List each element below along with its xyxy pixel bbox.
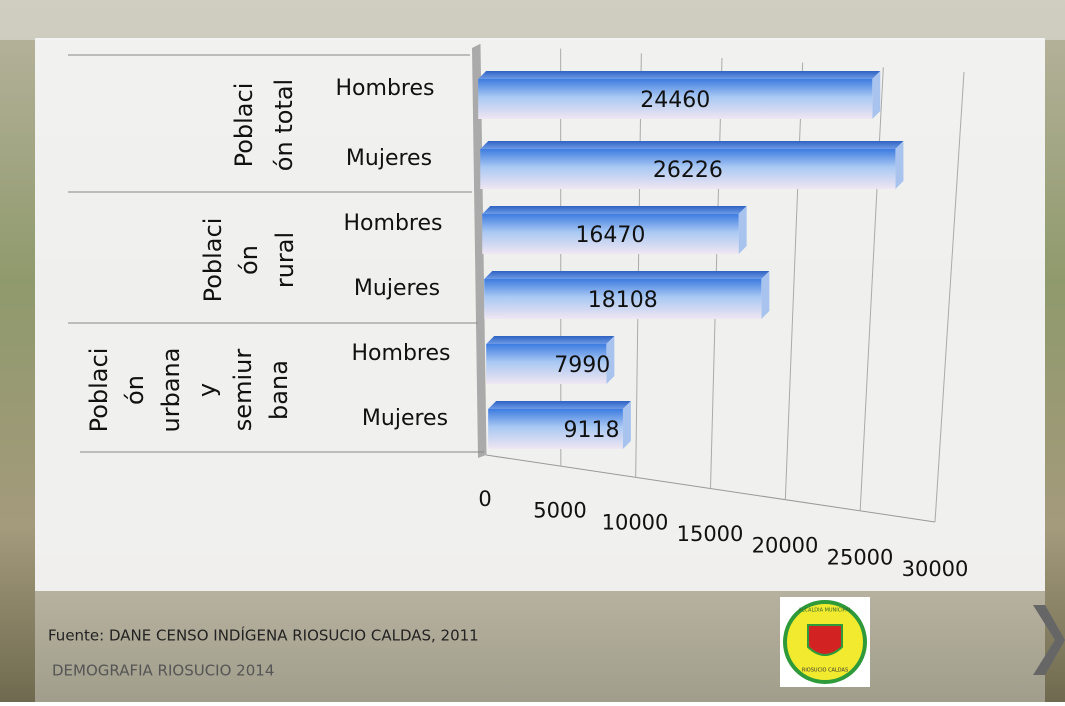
value-label: 9118 (564, 418, 620, 443)
group-label: y (193, 383, 221, 397)
bar-side (872, 71, 880, 119)
group-label: rural (271, 232, 299, 288)
value-label: 26226 (653, 158, 723, 183)
group-label: ón (235, 245, 263, 275)
value-label: 18108 (588, 288, 658, 313)
source-note: Fuente: DANE CENSO INDÍGENA RIOSUCIO CAL… (48, 626, 479, 645)
group-label: urbana (157, 348, 185, 433)
bar-top (486, 336, 614, 344)
page: Fuente: DANE CENSO INDÍGENA RIOSUCIO CAL… (0, 0, 1065, 702)
category-label: Hombres (344, 211, 443, 236)
group-label: ón total (270, 79, 298, 171)
logo-text: RIOSUCIO CALDAS (802, 668, 848, 674)
x-tick-label: 15000 (677, 522, 744, 546)
x-tick-label: 30000 (902, 557, 969, 581)
category-label: Mujeres (346, 146, 432, 171)
x-tick-label: 0 (478, 487, 491, 511)
bar-top (478, 71, 880, 79)
x-tick-label: 20000 (752, 534, 819, 558)
category-label: Hombres (336, 76, 435, 101)
value-label: 24460 (640, 88, 710, 113)
x-tick-label: 25000 (827, 545, 894, 569)
bar-top (488, 401, 631, 409)
group-label: semiur (229, 349, 257, 432)
bar-top (484, 271, 769, 279)
group-label: Poblaci (85, 348, 113, 433)
logo-shield (808, 625, 842, 655)
value-label: 16470 (575, 223, 645, 248)
bar-side (761, 271, 769, 319)
group-label: bana (265, 360, 293, 420)
footer-panel (35, 591, 1045, 702)
category-label: Mujeres (362, 406, 448, 431)
category-label: Mujeres (354, 276, 440, 301)
x-tick-label: 10000 (602, 510, 669, 534)
value-label: 7990 (554, 353, 610, 378)
category-label: Hombres (352, 341, 451, 366)
slide: Fuente: DANE CENSO INDÍGENA RIOSUCIO CAL… (0, 0, 1065, 702)
bar-side (623, 401, 631, 449)
logo: ALCALDIA MUNICIPAL RIOSUCIO CALDAS (780, 597, 870, 687)
group-label: Poblaci (230, 83, 258, 168)
bar-side (895, 141, 903, 189)
bar-top (482, 206, 746, 214)
bar-top (480, 141, 903, 149)
logo-text: ALCALDIA MUNICIPAL (798, 608, 852, 614)
x-tick-label: 5000 (533, 499, 586, 523)
bar-side (739, 206, 747, 254)
group-label: Poblaci (199, 218, 227, 303)
group-label: ón (121, 375, 149, 405)
subtitle: DEMOGRAFIA RIOSUCIO 2014 (52, 662, 274, 680)
sky (0, 0, 1065, 40)
